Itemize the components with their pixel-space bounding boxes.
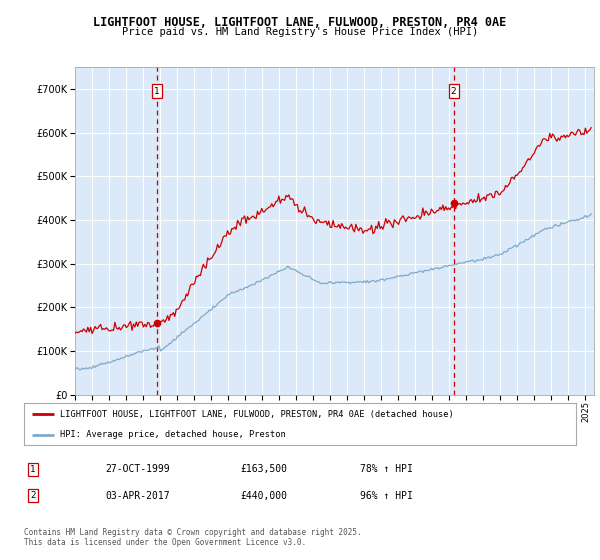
Text: 2: 2 — [31, 491, 35, 500]
Text: 2: 2 — [451, 87, 457, 96]
Text: 96% ↑ HPI: 96% ↑ HPI — [360, 491, 413, 501]
Text: £440,000: £440,000 — [240, 491, 287, 501]
Text: LIGHTFOOT HOUSE, LIGHTFOOT LANE, FULWOOD, PRESTON, PR4 0AE: LIGHTFOOT HOUSE, LIGHTFOOT LANE, FULWOOD… — [94, 16, 506, 29]
Text: 1: 1 — [31, 465, 35, 474]
Text: 1: 1 — [154, 87, 160, 96]
Text: Price paid vs. HM Land Registry's House Price Index (HPI): Price paid vs. HM Land Registry's House … — [122, 27, 478, 37]
Text: 03-APR-2017: 03-APR-2017 — [105, 491, 170, 501]
Text: £163,500: £163,500 — [240, 464, 287, 474]
Text: 27-OCT-1999: 27-OCT-1999 — [105, 464, 170, 474]
Text: HPI: Average price, detached house, Preston: HPI: Average price, detached house, Pres… — [60, 430, 286, 439]
Text: 78% ↑ HPI: 78% ↑ HPI — [360, 464, 413, 474]
Text: Contains HM Land Registry data © Crown copyright and database right 2025.
This d: Contains HM Land Registry data © Crown c… — [24, 528, 362, 547]
Text: LIGHTFOOT HOUSE, LIGHTFOOT LANE, FULWOOD, PRESTON, PR4 0AE (detached house): LIGHTFOOT HOUSE, LIGHTFOOT LANE, FULWOOD… — [60, 409, 454, 419]
